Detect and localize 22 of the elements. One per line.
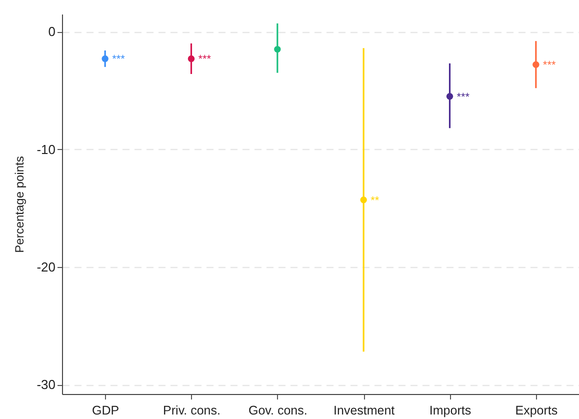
point	[446, 93, 454, 100]
y-tick-label: -10	[36, 142, 56, 157]
annotation: **	[370, 194, 380, 207]
y-tick-label: -20	[36, 259, 56, 274]
x-tick-label: Imports	[429, 404, 472, 418]
annotation: ***	[112, 54, 126, 66]
annotation: ***	[542, 60, 556, 72]
annotation: ***	[456, 91, 470, 104]
x-tick-label: Gov. cons.	[248, 404, 308, 418]
point	[102, 55, 108, 62]
x-tick-label: Investment	[334, 404, 396, 418]
x-tick-label: Exports	[515, 404, 558, 418]
y-axis-title: Percentage points	[12, 156, 27, 253]
point	[188, 55, 195, 62]
x-tick-label: Priv. cons.	[163, 404, 220, 418]
point	[532, 61, 540, 68]
y-tick-label: -30	[36, 377, 56, 392]
x-tick-label: GDP	[92, 404, 120, 418]
point	[274, 46, 281, 53]
point	[360, 196, 367, 204]
y-tick-label: 0	[48, 24, 56, 40]
annotation: ***	[198, 54, 212, 66]
